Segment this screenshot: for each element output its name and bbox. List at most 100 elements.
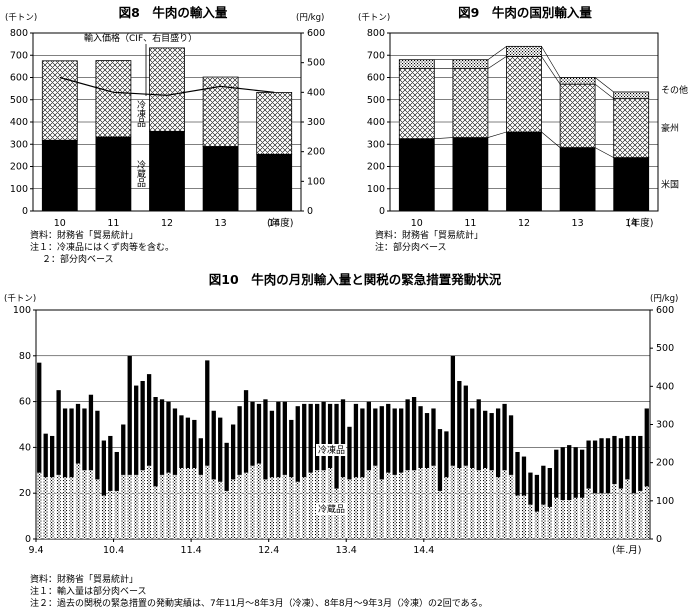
figure-9-bar-australia-14 bbox=[613, 98, 650, 158]
figure-10-bar-chilled-53 bbox=[379, 479, 384, 539]
figure-9-left-tick-label-0: 0 bbox=[379, 206, 385, 217]
figure-10-left-tick-label-1: 20 bbox=[19, 488, 31, 499]
figure-10-bar-chilled-16 bbox=[140, 470, 145, 539]
figure-10-bar-frozen-16 bbox=[140, 380, 145, 471]
figure-10-bar-frozen-31 bbox=[237, 406, 242, 475]
figure-9-bar-us-10 bbox=[398, 138, 435, 212]
figure-10-x-tick-label-13.4: 13.4 bbox=[336, 545, 357, 556]
figure-8-price-line bbox=[59, 76, 275, 96]
figure-10-bar-chilled-24 bbox=[192, 468, 197, 539]
figure-10-bar-chilled-23 bbox=[185, 468, 191, 539]
figure-10-bar-frozen-22 bbox=[179, 415, 184, 469]
figure-10-bar-chilled-90 bbox=[618, 488, 624, 539]
figure-10-bar-frozen-68 bbox=[476, 399, 481, 471]
figure-9-x-tick-label-13: 13 bbox=[572, 218, 584, 229]
figure-10-bar-chilled-59 bbox=[418, 468, 423, 539]
figure-10-bar-chilled-18 bbox=[153, 486, 158, 539]
figure-10-right-tick-label-0: 0 bbox=[656, 534, 662, 545]
figure-10-x-tick-label-9.4: 9.4 bbox=[28, 545, 43, 556]
figure-10-bar-frozen-93 bbox=[638, 435, 643, 491]
figure-10-bar-chilled-75 bbox=[521, 495, 527, 539]
figure-10-bar-chilled-82 bbox=[567, 500, 572, 539]
figure-10-left-tick-label-4: 80 bbox=[19, 351, 31, 362]
figure-10-bar-chilled-40 bbox=[295, 481, 300, 539]
figure-10-bar-chilled-27 bbox=[211, 479, 216, 539]
figure-10-bar-chilled-37 bbox=[276, 477, 281, 539]
figure-10-bar-frozen-27 bbox=[211, 410, 216, 480]
figure-10-bar-frozen-72 bbox=[502, 403, 507, 471]
figure-10-bar-chilled-13 bbox=[121, 474, 126, 539]
figure-10-bar-frozen-15 bbox=[134, 385, 139, 475]
figure-8-left-tick-label-3: 300 bbox=[10, 139, 28, 150]
figure-9-left-tick-label-3: 300 bbox=[367, 139, 385, 150]
figure-10-bar-frozen-11 bbox=[108, 435, 113, 491]
figure-10-bar-chilled-39 bbox=[289, 477, 294, 539]
figure-10-bar-chilled-33 bbox=[250, 465, 255, 539]
figure-10-bar-frozen-41 bbox=[302, 403, 307, 478]
figure-8-right-tick-label-1: 100 bbox=[307, 176, 325, 187]
figure-9-bar-us-13 bbox=[559, 147, 596, 212]
figure-10-bar-frozen-26 bbox=[205, 360, 210, 466]
figure-9-x-tick-label-14: 14 bbox=[625, 218, 637, 229]
figure-10-bar-chilled-62 bbox=[437, 490, 443, 539]
figure-10-bar-frozen-19 bbox=[159, 399, 165, 475]
figure-10-bar-chilled-30 bbox=[230, 479, 236, 539]
figure-10-bar-chilled-88 bbox=[605, 493, 611, 539]
figure-10-bar-frozen-76 bbox=[528, 472, 533, 505]
figure-10-bar-chilled-67 bbox=[470, 468, 475, 539]
figure-10-bar-frozen-58 bbox=[411, 397, 417, 471]
figure-10-bar-frozen-79 bbox=[547, 468, 552, 507]
figure-10-x-suffix: (年.月) bbox=[612, 544, 641, 556]
figure-10-bar-frozen-90 bbox=[618, 438, 624, 489]
figure-10-bar-frozen-55 bbox=[392, 408, 397, 475]
figure-9-connector-1-2 bbox=[541, 56, 561, 85]
figure-10-frozen-label-bg bbox=[316, 444, 346, 456]
figure-8-bar-chilled-12 bbox=[149, 130, 185, 212]
figure-8-left-tick-label-4: 400 bbox=[10, 117, 28, 128]
figure-10-bar-chilled-29 bbox=[224, 490, 229, 539]
figure-10-bar-chilled-38 bbox=[282, 474, 287, 539]
figure-10-bar-frozen-52 bbox=[373, 408, 378, 466]
figure-10-bar-chilled-34 bbox=[256, 463, 262, 539]
figure-10-bar-chilled-76 bbox=[528, 504, 533, 539]
figure-10-bar-frozen-84 bbox=[579, 449, 585, 498]
figure-10-bar-chilled-25 bbox=[198, 474, 203, 539]
figure-10-bar-frozen-54 bbox=[386, 403, 391, 473]
figure-8-left-tick-label-0: 0 bbox=[22, 206, 28, 217]
figure-10-bar-frozen-25 bbox=[198, 438, 203, 475]
figure-9-bar-other-10 bbox=[398, 59, 435, 70]
figure-9-connector-2-1 bbox=[487, 46, 507, 60]
figure-8-note-2: ２：部分肉ベース bbox=[42, 253, 114, 265]
figure-10-bar-frozen-10 bbox=[101, 440, 107, 496]
figure-10-bar-chilled-5 bbox=[69, 477, 74, 539]
figure-10-bar-frozen-77 bbox=[534, 474, 540, 512]
figure-10-bar-frozen-64 bbox=[450, 355, 456, 466]
figure-10-bar-chilled-63 bbox=[444, 477, 449, 539]
figure-8-left-tick-label-7: 700 bbox=[10, 50, 28, 61]
figure-10-right-tick-label-6: 600 bbox=[656, 305, 674, 316]
figure-10-bar-chilled-64 bbox=[450, 465, 456, 539]
figure-10-bar-chilled-8 bbox=[88, 470, 94, 539]
figure-9-title: 図9 牛肉の国別輸入量 bbox=[458, 5, 592, 20]
figure-10-bar-chilled-11 bbox=[108, 490, 113, 539]
figure-10-bar-frozen-28 bbox=[218, 417, 223, 482]
figure-9-left-tick-label-7: 700 bbox=[367, 50, 385, 61]
figure-10-bar-chilled-51 bbox=[366, 470, 372, 539]
figure-10-bar-frozen-57 bbox=[405, 399, 410, 471]
figure-10-left-tick-label-0: 0 bbox=[25, 534, 31, 545]
figure-10-left-unit: (千トン) bbox=[4, 293, 36, 304]
figure-10-bar-frozen-85 bbox=[586, 440, 591, 489]
figure-10-bar-frozen-12 bbox=[114, 451, 119, 491]
figure-8-bar-frozen-11 bbox=[95, 60, 132, 138]
figure-10-bar-frozen-40 bbox=[295, 406, 300, 482]
figure-10-bar-frozen-36 bbox=[269, 410, 275, 478]
figure-10-bar-chilled-84 bbox=[579, 497, 585, 539]
figure-10-bar-frozen-30 bbox=[230, 424, 236, 480]
figure-10-x-tick-label-14.4: 14.4 bbox=[413, 545, 434, 556]
figure-8-title: 図8 牛肉の輸入量 bbox=[119, 5, 228, 20]
figure-10-bar-frozen-81 bbox=[560, 447, 565, 501]
figure-9-left-tick-label-4: 400 bbox=[367, 117, 385, 128]
figure-10-bar-chilled-93 bbox=[638, 490, 643, 539]
figure-8-right-tick-label-3: 300 bbox=[307, 117, 325, 128]
